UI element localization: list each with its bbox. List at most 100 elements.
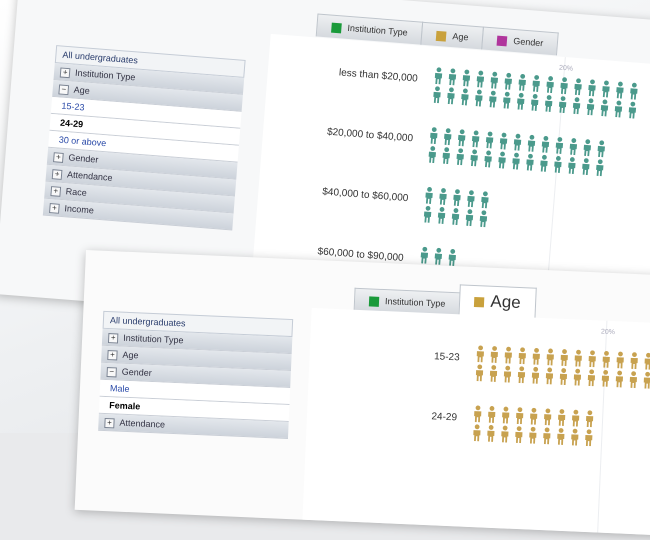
sidebar-item-label: Race	[65, 186, 88, 198]
expand-icon[interactable]: +	[49, 202, 60, 214]
person-icon	[588, 79, 596, 97]
person-icon	[447, 87, 455, 105]
person-icon	[516, 407, 524, 425]
person-icon	[544, 95, 553, 113]
person-icon	[439, 188, 447, 206]
person-icon	[529, 426, 537, 444]
person-icon	[526, 153, 534, 171]
person-icon	[616, 351, 624, 369]
person-icon	[451, 208, 460, 226]
person-icon	[504, 346, 512, 364]
person-icon	[518, 347, 526, 365]
scale-label: 20%	[558, 64, 574, 73]
expand-icon[interactable]: +	[51, 168, 63, 180]
age-view-panel: Institution Type Age All undergraduates + I…	[74, 250, 650, 540]
collapse-icon[interactable]: −	[106, 366, 117, 378]
tab-label: Institution Type	[384, 296, 446, 309]
person-icon	[540, 154, 548, 172]
person-icon	[515, 426, 523, 444]
expand-icon[interactable]: +	[107, 332, 119, 344]
person-icon	[582, 158, 590, 176]
person-icon	[490, 346, 498, 364]
color-swatch-icon	[496, 35, 508, 47]
person-icon-group	[426, 127, 610, 177]
person-icon	[503, 91, 511, 109]
person-icon	[448, 249, 456, 266]
sidebar-item-label: Age	[122, 349, 139, 361]
person-icon	[481, 191, 489, 209]
person-icon	[470, 149, 478, 167]
person-icon	[600, 99, 609, 117]
person-icon	[573, 368, 582, 386]
person-icon	[474, 405, 482, 423]
person-icon	[586, 98, 595, 116]
collapse-icon[interactable]: −	[58, 84, 70, 95]
person-icon	[557, 428, 565, 445]
person-icon	[476, 345, 484, 363]
person-icon	[574, 349, 582, 367]
person-icon	[490, 71, 499, 89]
person-icon	[602, 80, 610, 98]
person-icon	[518, 73, 526, 91]
person-icon	[488, 406, 496, 423]
tab-age[interactable]: Age	[420, 21, 485, 50]
person-icon	[596, 159, 604, 177]
person-icon	[531, 94, 539, 111]
person-icon	[555, 137, 564, 155]
person-icon	[559, 368, 568, 386]
person-icon	[501, 425, 509, 443]
person-icon	[434, 247, 443, 265]
tab-age[interactable]: Age	[458, 284, 537, 319]
color-swatch-icon	[331, 22, 342, 34]
person-icon	[532, 347, 540, 365]
person-icon	[453, 189, 461, 207]
expand-icon[interactable]: +	[107, 349, 118, 361]
sidebar-item-label: Attendance	[119, 417, 166, 430]
person-icon	[487, 425, 495, 442]
sidebar-item-label: 15-23	[61, 100, 85, 113]
expand-icon[interactable]: +	[53, 151, 64, 163]
person-icon	[546, 76, 554, 94]
person-icon	[615, 370, 623, 388]
pictograph-row: less than $20,000	[269, 54, 650, 119]
person-icon	[489, 365, 498, 382]
person-icon	[476, 70, 485, 88]
tab-label: Institution Type	[347, 22, 409, 38]
pictograph-row: $40,000 to $60,000	[260, 173, 650, 228]
person-icon	[585, 429, 593, 447]
expand-icon[interactable]: +	[104, 417, 115, 429]
person-icon	[434, 67, 443, 85]
person-icon	[499, 132, 508, 150]
person-icon-group	[431, 67, 643, 119]
expand-icon[interactable]: +	[59, 67, 71, 78]
person-icon	[530, 407, 538, 425]
person-icon	[586, 410, 594, 428]
person-icon	[629, 371, 637, 389]
sidebar-item-label: Gender	[121, 366, 152, 378]
person-icon	[560, 77, 568, 95]
person-icon	[628, 101, 637, 119]
income-view-panel: Institution Type Age Gender All undergradu…	[0, 0, 650, 351]
person-icon	[614, 100, 623, 118]
filter-sidebar: All undergraduates + Institution Type + Age −…	[98, 310, 294, 439]
person-icon	[583, 139, 592, 157]
person-icon	[448, 68, 457, 86]
person-icon	[437, 207, 446, 225]
person-icon	[546, 348, 554, 366]
expand-icon[interactable]: +	[50, 185, 62, 197]
pictograph-row: 15-23	[310, 338, 650, 389]
person-icon-group	[421, 186, 494, 228]
person-icon	[423, 205, 432, 223]
person-icon	[644, 352, 650, 370]
person-icon	[489, 90, 497, 108]
person-icon	[601, 369, 610, 387]
person-icon	[543, 427, 551, 445]
person-icon	[588, 350, 596, 368]
person-icon	[504, 72, 512, 90]
color-swatch-icon	[474, 296, 485, 307]
person-icon	[475, 364, 484, 382]
person-icon	[456, 148, 464, 166]
row-label: $40,000 to $60,000	[321, 186, 409, 205]
row-label: 15-23	[433, 351, 460, 364]
person-icon	[458, 129, 466, 147]
